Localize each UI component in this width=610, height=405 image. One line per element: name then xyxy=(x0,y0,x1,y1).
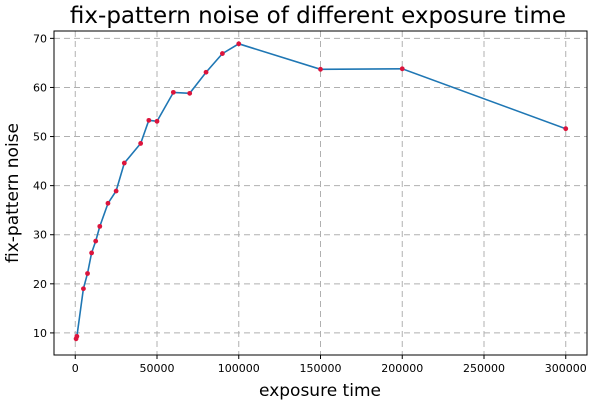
y-tick-label: 40 xyxy=(33,180,47,193)
data-point xyxy=(154,118,160,124)
x-tick-label: 150000 xyxy=(300,362,342,375)
x-tick-label: 300000 xyxy=(545,362,587,375)
data-point xyxy=(74,333,80,339)
data-point xyxy=(318,66,323,72)
y-tick-label: 50 xyxy=(33,131,47,144)
data-point xyxy=(236,41,242,47)
grid-lines xyxy=(54,31,587,355)
data-point xyxy=(105,200,111,206)
data-point xyxy=(85,271,90,276)
data-point xyxy=(113,188,119,194)
data-point xyxy=(146,117,152,123)
data-point xyxy=(93,238,99,244)
x-tick-label: 200000 xyxy=(381,362,423,375)
x-tick-label: 250000 xyxy=(463,362,505,375)
data-point xyxy=(220,51,225,56)
data-point xyxy=(563,126,569,132)
data-point xyxy=(187,90,193,96)
data-point xyxy=(399,66,405,72)
y-axis-label: fix-pattern noise xyxy=(3,123,23,263)
data-point xyxy=(138,141,144,146)
x-axis-ticks: 0 50000 100000 150000 200000 250000 300000 xyxy=(72,355,587,375)
y-tick-label: 70 xyxy=(33,32,47,45)
x-tick-label: 100000 xyxy=(218,362,260,375)
y-axis-ticks: 10 20 30 40 50 60 70 xyxy=(33,32,54,340)
x-axis-label: exposure time xyxy=(259,381,381,401)
y-tick-label: 30 xyxy=(33,229,47,242)
data-point xyxy=(170,89,176,95)
y-tick-label: 60 xyxy=(33,81,47,94)
series-fix-pattern-noise xyxy=(73,41,569,342)
data-point xyxy=(203,69,209,75)
data-point xyxy=(97,223,103,229)
data-point xyxy=(121,160,127,166)
y-tick-label: 20 xyxy=(33,278,47,291)
y-tick-label: 10 xyxy=(33,327,47,340)
x-tick-label: 50000 xyxy=(140,362,175,375)
data-point xyxy=(89,250,95,256)
x-tick-label: 0 xyxy=(72,362,79,375)
data-point xyxy=(81,286,86,292)
chart-title: fix-pattern noise of different exposure … xyxy=(70,3,566,29)
